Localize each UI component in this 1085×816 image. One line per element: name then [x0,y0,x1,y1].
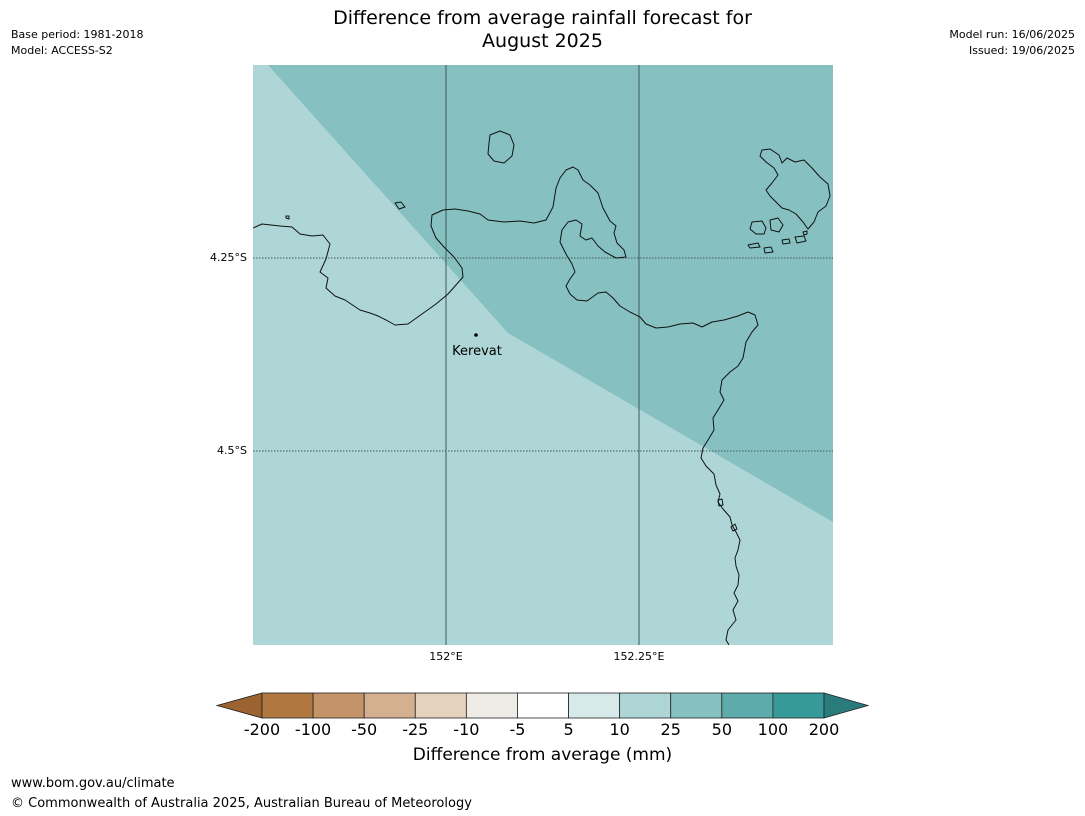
colorbar-segment [568,692,621,719]
island-ne-small-5 [781,238,791,245]
colorbar-tick-label: -10 [453,720,480,739]
footer-copyright: © Commonwealth of Australia 2025, Austra… [11,796,472,811]
colorbar-tick-label: -5 [509,720,526,739]
lat-label-4-25s: 4.25°S [210,251,247,264]
colorbar-tick-label: -25 [402,720,429,739]
forecast-category-zone [268,65,833,522]
kerevat-marker [474,333,478,337]
coastline-small-loop [730,523,738,532]
islet-south-1 [717,498,724,507]
coastline [253,130,831,645]
islet-west [394,201,406,210]
base-period-label: Base period: 1981-2018 [11,28,144,41]
map-title: Difference from average rainfall forecas… [0,7,1085,53]
colorbar-segment [261,692,314,719]
title-line-2: August 2025 [482,30,603,52]
colorbar-tick-label: 100 [757,720,789,739]
colorbar-segment [363,692,416,719]
kerevat-label: Kerevat [452,344,502,359]
model-label: Model: ACCESS-S2 [11,44,113,57]
graticule-lines [253,65,833,645]
colorbar-tick-label: -100 [294,720,332,739]
colorbar-tick-label: -50 [351,720,378,739]
colorbar-segment [619,692,672,719]
island-ne-small-4 [763,246,774,254]
colorbar-tick-label: -200 [243,720,281,739]
lon-label-152e: 152°E [429,650,463,663]
model-run-label: Model run: 16/06/2025 [949,28,1075,41]
island-ne-small-6 [794,235,807,244]
watom-island [487,130,515,164]
colorbar-tick-label: 5 [563,720,574,739]
colorbar-segment [312,692,365,719]
colorbar-tick-label: 10 [609,720,630,739]
colorbar-tick-label: 50 [711,720,732,739]
lat-label-4-5s: 4.5°S [217,444,247,457]
colorbar-tick-label: 200 [808,720,840,739]
lon-label-152-25e: 152.25°E [613,650,665,663]
issued-label: Issued: 19/06/2025 [968,44,1075,57]
island-ne-small-3 [747,242,761,249]
title-line-1: Difference from average rainfall forecas… [333,7,752,29]
colorbar-extend-high [823,692,870,719]
island-ne-small-7 [802,230,808,236]
island-ne-small-1 [769,217,784,233]
colorbar-segment [465,692,518,719]
island-ne-large [759,148,831,230]
islet-far-west [285,215,290,220]
colorbar-tick-label: 25 [660,720,681,739]
colorbar-segment [517,692,569,719]
coastline-main [253,166,759,645]
island-ne-small-2 [749,220,767,235]
footer-url: www.bom.gov.au/climate [11,776,175,791]
colorbar-segment [414,692,467,719]
colorbar-segment [721,692,774,719]
colorbar-title: Difference from average (mm) [412,745,673,765]
colorbar-extend-low [215,692,263,719]
colorbar-segment [772,692,825,719]
colorbar-segment [670,692,723,719]
